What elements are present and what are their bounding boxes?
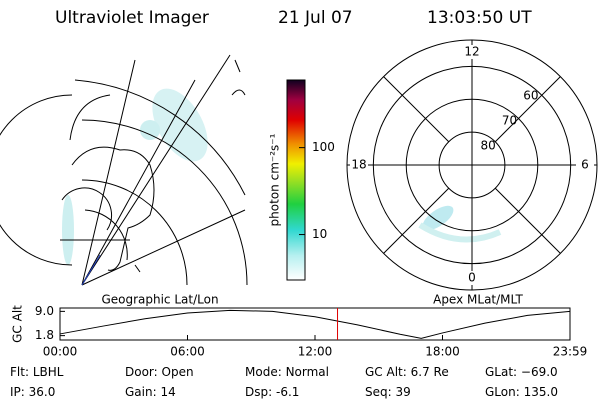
info-label: Gain: xyxy=(125,385,157,399)
date: 21 Jul 07 xyxy=(278,8,353,28)
info-value: 14 xyxy=(160,385,175,399)
info-value: 36.0 xyxy=(29,385,56,399)
info-value: −69.0 xyxy=(521,365,558,379)
info-field: Seq: 39 xyxy=(365,385,411,399)
info-field: Door: Open xyxy=(125,365,194,379)
info-field: Gain: 14 xyxy=(125,385,176,399)
info-field: IP: 36.0 xyxy=(10,385,55,399)
polar-label: Apex MLat/MLT xyxy=(433,293,523,307)
info-label: Flt: xyxy=(10,365,29,379)
polar-spoke xyxy=(494,76,561,143)
polar-spoke xyxy=(383,76,450,143)
info-label: IP: xyxy=(10,385,25,399)
time: 13:03:50 UT xyxy=(427,8,532,28)
colorbar-tick-label: 10 xyxy=(312,227,327,241)
info-label: GC Alt: xyxy=(365,365,407,379)
mlt-label: 6 xyxy=(581,158,589,172)
x-tick-label: 12:00 xyxy=(298,345,333,359)
mlt-label: 18 xyxy=(351,158,366,172)
lat-ring-label: 60 xyxy=(523,89,538,103)
lat-ring-label: 80 xyxy=(481,139,496,153)
title: Ultraviolet Imager xyxy=(55,8,209,28)
info-field: Dsp: -6.1 xyxy=(245,385,299,399)
y-tick-label: 1.8 xyxy=(35,328,54,342)
info-label: Dsp: xyxy=(245,385,272,399)
colorbar-tick-label: 100 xyxy=(312,140,335,154)
info-field: GLat: −69.0 xyxy=(485,365,558,379)
info-value: 39 xyxy=(396,385,411,399)
info-value: Open xyxy=(162,365,194,379)
colorbar xyxy=(286,79,306,281)
info-field: GLon: 135.0 xyxy=(485,385,558,399)
colorbar-label: photon cm⁻²s⁻¹ xyxy=(268,133,282,226)
info-label: GLon: xyxy=(485,385,520,399)
geo-map xyxy=(0,54,248,286)
info-label: Mode: xyxy=(245,365,282,379)
info-value: 6.7 Re xyxy=(411,365,449,379)
lat-ring-label: 70 xyxy=(502,114,517,128)
y-axis-label: GC Alt xyxy=(11,305,25,343)
info-value: LBHL xyxy=(33,365,64,379)
mlt-label-bg xyxy=(463,45,481,59)
x-tick-label: 23:59 xyxy=(553,345,588,359)
alt-line xyxy=(59,309,571,339)
info-value: -6.1 xyxy=(276,385,299,399)
mlt-label: 0 xyxy=(468,271,476,285)
mlt-label-bg xyxy=(576,158,594,172)
x-tick-label: 18:00 xyxy=(425,345,460,359)
info-field: Flt: LBHL xyxy=(10,365,64,379)
mlt-label: 12 xyxy=(464,45,479,59)
mlt-label-bg xyxy=(350,158,368,172)
info-field: GC Alt: 6.7 Re xyxy=(365,365,449,379)
info-label: Seq: xyxy=(365,385,392,399)
info-value: 135.0 xyxy=(524,385,558,399)
info-value: Normal xyxy=(286,365,329,379)
info-label: Door: xyxy=(125,365,158,379)
x-tick-label: 06:00 xyxy=(170,345,205,359)
info-label: GLat: xyxy=(485,365,517,379)
x-tick-label: 00:00 xyxy=(43,345,78,359)
polar-spoke xyxy=(383,187,450,254)
map-label: Geographic Lat/Lon xyxy=(101,293,218,307)
info-field: Mode: Normal xyxy=(245,365,329,379)
mlt-label-bg xyxy=(463,271,481,285)
y-tick-label: 9.0 xyxy=(35,304,54,318)
polar-spoke xyxy=(494,187,561,254)
